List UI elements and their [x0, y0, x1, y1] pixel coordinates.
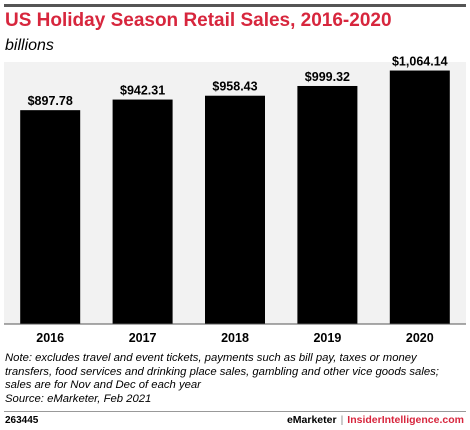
x-tick-2016: 2016 [36, 331, 64, 345]
data-label-2016: $897.78 [28, 94, 73, 108]
bar-2019 [297, 85, 358, 324]
x-tick-2019: 2019 [313, 331, 341, 345]
brand-emarketer: eMarketer [286, 414, 337, 426]
brand-credit: eMarketer | InsiderIntelligence.com [287, 414, 464, 426]
chart-id: 263445 [5, 415, 39, 426]
x-tick-2017: 2017 [129, 331, 157, 345]
data-label-2018: $958.43 [212, 80, 257, 94]
chart-title: US Holiday Season Retail Sales, 2016-202… [5, 10, 392, 31]
top-rule [4, 4, 466, 7]
data-label-2020: $1,064.14 [392, 55, 448, 69]
chart-note: Note: excludes travel and event tickets,… [5, 352, 439, 392]
chart-subtitle: billions [5, 37, 54, 54]
data-label-2019: $999.32 [305, 70, 350, 84]
brand-separator: | [340, 414, 344, 426]
bar-2020 [389, 70, 450, 324]
bar-2016 [20, 110, 81, 324]
bar-2017 [112, 99, 173, 324]
bottom-rule [4, 411, 466, 412]
x-tick-2020: 2020 [406, 331, 434, 345]
chart-source: Source: eMarketer, Feb 2021 [5, 393, 152, 405]
brand-insider-intelligence: InsiderIntelligence.com [347, 414, 464, 426]
bar-chart: $897.78 2016 $942.31 2017 $958.43 2018 $999.32… [4, 55, 466, 345]
data-label-2017: $942.31 [120, 84, 165, 98]
x-tick-2018: 2018 [221, 331, 249, 345]
bar-2018 [205, 95, 265, 325]
